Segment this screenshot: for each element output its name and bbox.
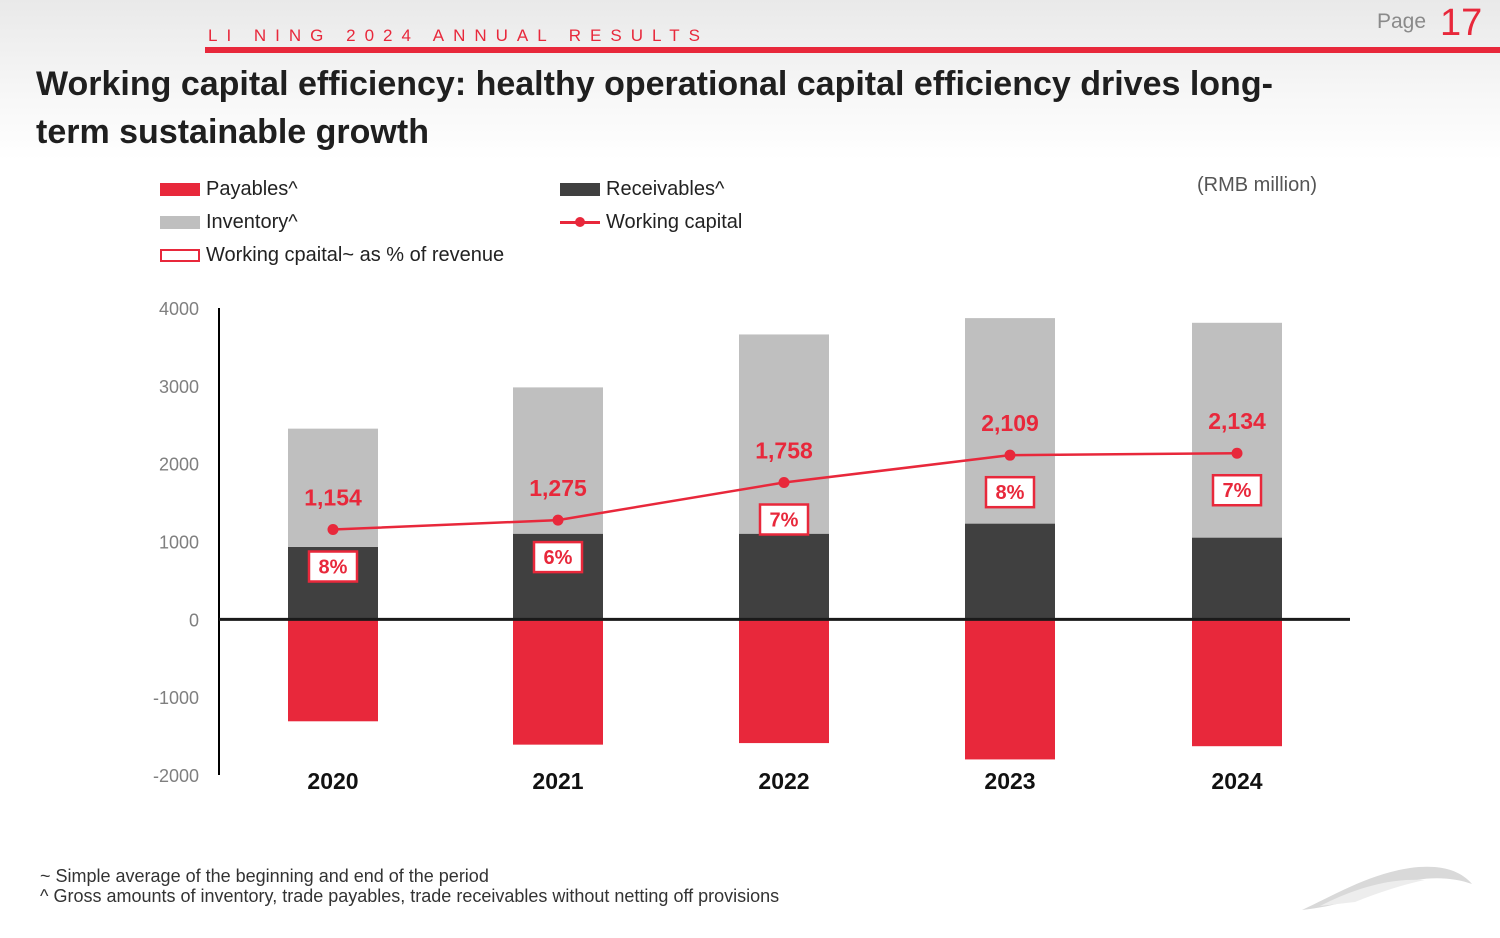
header-band [0, 0, 1500, 160]
pct-revenue-label: 7% [1223, 480, 1252, 502]
working-capital-label: 1,758 [755, 438, 813, 464]
legend-swatch-payables [160, 183, 200, 196]
bar-inventory [513, 387, 603, 534]
legend-pct-revenue: Working cpaital~ as % of revenue [160, 244, 504, 267]
legend-swatch-working-capital [560, 216, 600, 229]
pct-revenue-label: 6% [544, 547, 573, 569]
working-capital-point [552, 514, 564, 526]
footnote-average: ~ Simple average of the beginning and en… [40, 866, 489, 886]
unit-label: (RMB million) [1197, 174, 1317, 196]
header-rule [205, 47, 1500, 53]
working-capital-label: 1,154 [304, 485, 362, 511]
footnote-gross: ^ Gross amounts of inventory, trade paya… [40, 886, 780, 906]
legend-label-working-capital: Working capital [606, 211, 743, 233]
legend-inventory: Inventory^ [160, 211, 298, 234]
legend-receivables: Receivables^ [560, 178, 724, 201]
legend-swatch-inventory [160, 216, 200, 229]
bar-payables [739, 619, 829, 744]
slide-title: Working capital efficiency: healthy oper… [36, 65, 1273, 151]
report-title: LI NING 2024 ANNUAL RESULTS [208, 26, 709, 45]
page-number: 17 [1440, 2, 1483, 44]
legend-swatch-receivables [560, 183, 600, 196]
bar-receivables [1192, 537, 1282, 620]
working-capital-point [327, 524, 339, 536]
legend-working-capital: Working capital [560, 211, 742, 234]
y-tick-label: 3000 [159, 377, 199, 397]
pct-revenue-label: 8% [319, 557, 348, 579]
bar-receivables [739, 533, 829, 620]
bar-payables [288, 619, 378, 722]
y-tick-label: -2000 [153, 766, 199, 786]
y-tick-label: 4000 [159, 299, 199, 319]
bar-payables [965, 619, 1055, 760]
working-capital-label: 2,134 [1208, 408, 1266, 434]
pct-revenue-box [532, 540, 584, 574]
legend-label-payables: Payables^ [206, 178, 298, 200]
working-capital-point [1004, 449, 1016, 461]
y-tick-label: 0 [189, 610, 199, 630]
x-tick-label: 2020 [307, 768, 358, 794]
pct-revenue-box [758, 503, 810, 536]
legend-label-pct-revenue: Working cpaital~ as % of revenue [206, 244, 505, 266]
legend-label-inventory: Inventory^ [206, 211, 298, 233]
bar-payables [513, 619, 603, 745]
pct-revenue-box [984, 475, 1036, 509]
y-tick-label: 1000 [159, 533, 199, 553]
working-capital-point [778, 477, 790, 489]
working-capital-label: 1,275 [529, 475, 587, 501]
pct-revenue-box [307, 550, 359, 583]
working-capital-point [1231, 447, 1243, 459]
li-ning-logo [1302, 866, 1472, 910]
pct-revenue-label: 7% [770, 510, 799, 532]
pct-revenue-box [1211, 473, 1263, 507]
y-tick-label: 2000 [159, 455, 199, 475]
page-label: Page [1377, 10, 1427, 33]
y-tick-label: -1000 [153, 688, 199, 708]
x-tick-label: 2023 [984, 768, 1035, 794]
legend-swatch-pct-revenue [160, 249, 200, 262]
x-tick-label: 2024 [1211, 768, 1262, 794]
bar-payables [1192, 619, 1282, 747]
x-tick-label: 2021 [532, 768, 583, 794]
legend-label-receivables: Receivables^ [606, 178, 725, 200]
working-capital-label: 2,109 [981, 410, 1039, 436]
bar-inventory [739, 334, 829, 534]
legend-payables: Payables^ [160, 178, 298, 201]
x-tick-label: 2022 [758, 768, 809, 794]
bar-receivables [965, 523, 1055, 620]
pct-revenue-label: 8% [996, 482, 1025, 504]
